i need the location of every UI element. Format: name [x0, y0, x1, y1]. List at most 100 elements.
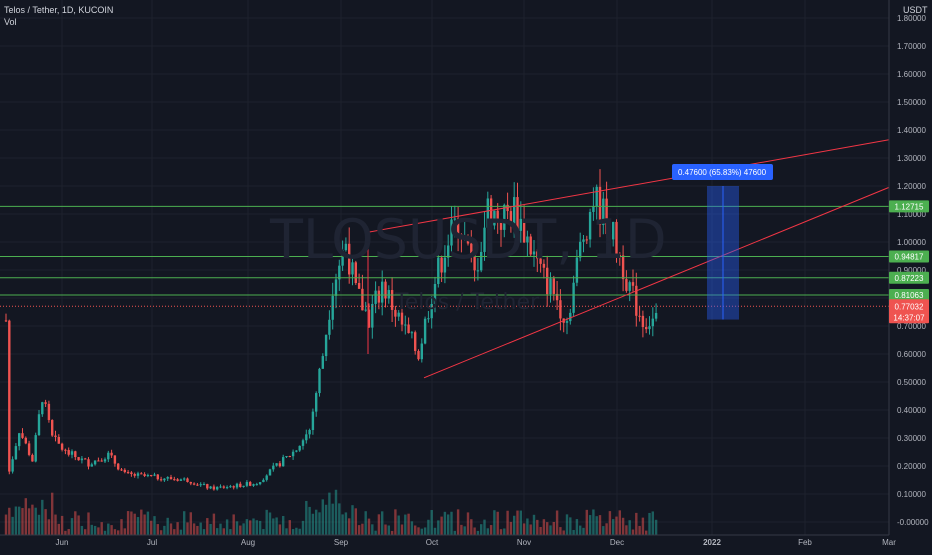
time-tick-label: Oct [426, 538, 439, 547]
volume-bar [585, 509, 588, 535]
candle-body [51, 420, 54, 436]
volume-bar [625, 525, 628, 535]
candle-body [31, 454, 34, 462]
candle-body [579, 241, 582, 258]
candle-body [268, 469, 272, 476]
volume-bar [608, 511, 612, 535]
volume-bar [133, 513, 136, 535]
candle-body [539, 258, 542, 264]
volume-bar [493, 510, 496, 535]
candle-body [641, 315, 645, 328]
candle-body [232, 486, 235, 488]
candle-body [318, 368, 321, 394]
price-axis[interactable]: 1.80000 1.70000 1.60000 1.50000 1.40000 1.300… [897, 14, 929, 527]
candle-body [453, 218, 456, 220]
volume-indicator-label[interactable]: Vol [4, 17, 17, 27]
candle-body [549, 278, 552, 295]
measure-label: 0.47600 (65.83%) 47600 [678, 168, 767, 177]
volume-bar [357, 525, 361, 535]
volume-bar [344, 512, 348, 535]
candle-body [64, 449, 67, 451]
volume-bar [575, 519, 579, 535]
volume-bar [146, 511, 150, 535]
candle-body [229, 486, 232, 488]
candle-body [103, 459, 107, 462]
volume-bar [301, 520, 305, 535]
candle-body [202, 484, 206, 486]
candle-body [60, 443, 64, 450]
volume-bar [268, 512, 272, 535]
candle-body [470, 243, 473, 255]
volume-bar [635, 512, 638, 535]
price-tick-label: 0.60000 [897, 350, 926, 359]
volume-bar [18, 506, 21, 535]
candle-body [123, 469, 126, 473]
candle-body [509, 211, 513, 224]
candle-body [308, 429, 311, 435]
volume-bar [37, 514, 41, 535]
currency-label: USDT [903, 5, 928, 15]
candle-body [555, 293, 559, 301]
volume-bar [206, 518, 209, 535]
volume-bar [532, 514, 536, 535]
candle-body [80, 458, 84, 461]
candle-body [315, 393, 318, 412]
candle-body [572, 282, 575, 313]
price-tick-label: 1.40000 [897, 126, 926, 135]
volume-bar [463, 526, 466, 535]
candle-body [150, 475, 153, 477]
candle-body [216, 486, 219, 490]
candle-body [41, 402, 44, 415]
volume-bar [252, 518, 255, 535]
volume-bar [549, 525, 552, 535]
volume-bar [163, 525, 166, 535]
candle-body [625, 279, 628, 291]
price-tick-label: -0.00000 [897, 518, 929, 527]
volume-bar [130, 511, 133, 535]
candle-body [169, 477, 173, 480]
volume-bar [245, 519, 249, 535]
price-range-measure[interactable]: 0.47600 (65.83%) 47600 [672, 164, 773, 320]
level-price-tag [889, 250, 929, 263]
candle-body [367, 309, 371, 328]
volume-bar [354, 508, 357, 535]
candle-body [199, 484, 202, 486]
volume-bar [489, 525, 493, 535]
candle-body [4, 320, 8, 322]
candle-body [513, 197, 516, 224]
candle-body [192, 483, 196, 485]
level-price-tag [889, 289, 929, 302]
time-axis[interactable]: Jun Jul Aug Sep Oct Nov Dec 2022 Feb Mar [56, 538, 897, 547]
candle-body [156, 474, 159, 480]
trendlines[interactable] [367, 139, 890, 379]
candle-body [143, 474, 146, 476]
volume-bar [136, 517, 140, 535]
volume-bar [621, 517, 625, 535]
candle-body [146, 475, 150, 477]
time-tick-label: Sep [334, 538, 349, 547]
candle-body [97, 460, 100, 462]
horizontal-levels[interactable] [0, 205, 889, 307]
candle-body [239, 483, 242, 487]
candle-body [77, 457, 80, 461]
volume-bar [430, 510, 433, 535]
volume-bar [90, 524, 93, 535]
price-tick-label: 1.60000 [897, 70, 926, 79]
volume-bar [192, 523, 196, 535]
volume-bar [638, 525, 641, 535]
volume-bar [80, 525, 84, 535]
candle-body [113, 455, 117, 464]
candle-body [258, 482, 262, 485]
volume-bar [522, 523, 526, 535]
volume-bar [443, 511, 447, 535]
volume-bar [232, 514, 235, 535]
time-tick-label: Jun [56, 538, 69, 547]
volume-bar [407, 513, 410, 535]
candle-body [120, 469, 123, 471]
volume-bar [466, 512, 470, 535]
candle-body [321, 356, 324, 369]
candle-body [126, 472, 130, 474]
symbol-title[interactable]: Telos / Tether, 1D, KUCOIN [4, 5, 114, 15]
